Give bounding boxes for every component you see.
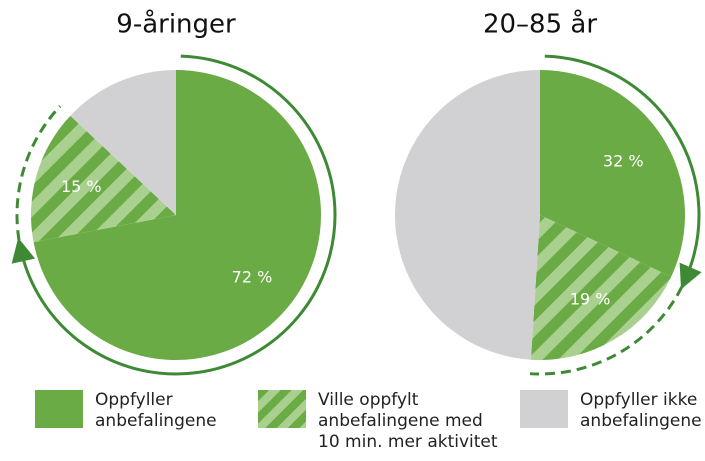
legend-label: Oppfyller anbefalingene xyxy=(95,390,245,432)
chart-title: 20–85 år xyxy=(483,9,597,40)
legend-item: Oppfyller ikke anbefalingene xyxy=(520,390,705,432)
pie-slice xyxy=(395,70,540,360)
data-label: 15 % xyxy=(61,177,102,196)
chart-title: 9-åringer xyxy=(116,9,236,40)
data-label: 32 % xyxy=(603,152,644,171)
legend-swatch xyxy=(258,390,306,428)
data-label: 72 % xyxy=(232,267,273,286)
data-label: 19 % xyxy=(570,289,611,308)
legend-swatch xyxy=(520,390,568,428)
charts: 9-åringer 72 % 15 % 20–85 år 32 % 19 % xyxy=(0,0,705,385)
legend-item: Ville oppfylt anbefalingene med 10 min. … xyxy=(258,390,503,453)
legend-label: Oppfyller ikke anbefalingene xyxy=(580,390,705,432)
legend-label: Ville oppfylt anbefalingene med 10 min. … xyxy=(318,390,503,453)
infographic: 9-åringer 72 % 15 % 20–85 år 32 % 19 % Oppfyl… xyxy=(0,0,705,461)
legend-item: Oppfyller anbefalingene xyxy=(35,390,245,432)
legend-swatch xyxy=(35,390,83,428)
